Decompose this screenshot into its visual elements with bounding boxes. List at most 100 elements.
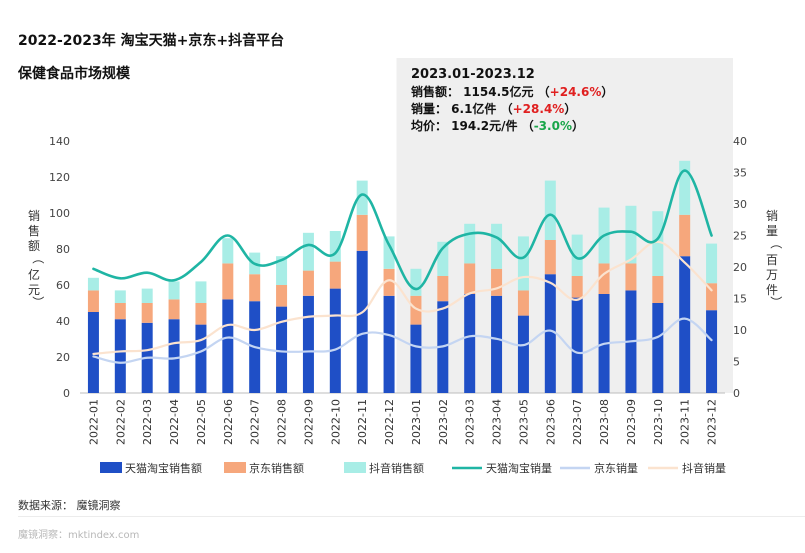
- x-tick-label: 2023-12: [706, 399, 719, 445]
- legend-item: 天猫淘宝销售额: [100, 461, 202, 475]
- legend-label: 天猫淘宝销量: [486, 461, 552, 475]
- bar-jd: [87, 290, 99, 312]
- highlight-band: [396, 58, 733, 393]
- bar-douyin: [329, 231, 341, 262]
- y-left-axis-title-char: （: [31, 252, 45, 264]
- x-tick-label: 2022-09: [302, 399, 315, 445]
- y-left-axis-title-char: 售: [28, 223, 40, 238]
- annotation-row: 销量： 6.1亿件 （+28.4%）: [411, 101, 576, 116]
- legend-label: 抖音销售额: [369, 461, 424, 475]
- x-tick-label: 2023-11: [679, 399, 692, 445]
- bar-jd: [356, 214, 368, 251]
- bar-jd: [625, 263, 637, 291]
- bar-tmall: [383, 295, 395, 393]
- bar-jd: [222, 263, 234, 300]
- legend-item: 天猫淘宝销量: [452, 461, 552, 475]
- bar-jd: [491, 268, 503, 296]
- y-right-axis-title-char: ）: [769, 296, 783, 308]
- bar-tmall: [168, 319, 180, 393]
- footer-divider: [18, 516, 805, 517]
- bar-tmall: [329, 288, 341, 393]
- bar-jd: [383, 268, 395, 296]
- chart-subtitle: 保健食品市场规模: [18, 66, 130, 82]
- bar-jd: [195, 303, 207, 325]
- y-left-axis-title-char: 亿: [28, 267, 40, 282]
- bar-jd: [114, 303, 126, 320]
- y-right-axis-title-char: 销: [766, 209, 778, 223]
- annotation-row: 均价： 194.2元/件 （-3.0%）: [411, 118, 584, 133]
- legend-swatch: [224, 462, 246, 473]
- bar-tmall: [410, 324, 422, 393]
- legend-item: 抖音销量: [648, 461, 726, 475]
- bar-tmall: [302, 295, 314, 393]
- y-left-axis-title: 销售额（ 亿元）: [28, 209, 45, 308]
- y-right-tick-label: 30: [733, 198, 747, 211]
- legend-swatch: [100, 462, 122, 473]
- bar-jd: [437, 276, 449, 302]
- y-right-axis-title: 销量（ 百万件）: [766, 209, 783, 308]
- bar-tmall: [114, 319, 126, 393]
- y-right-tick-label: 5: [733, 356, 740, 369]
- bar-tmall: [356, 250, 368, 393]
- bar-tmall: [464, 294, 476, 393]
- x-tick-label: 2022-03: [141, 399, 154, 445]
- x-tick-label: 2023-03: [464, 399, 477, 445]
- x-tick-label: 2022-11: [356, 399, 369, 445]
- bar-douyin: [652, 211, 664, 276]
- y-right-axis-title-char: 件: [766, 283, 778, 297]
- bar-douyin: [302, 232, 314, 271]
- bar-jd: [249, 274, 261, 302]
- bar-tmall: [706, 310, 718, 393]
- x-tick-label: 2022-08: [276, 399, 289, 445]
- x-tick-label: 2023-02: [437, 399, 450, 445]
- line-jd-volume: [92, 317, 713, 364]
- x-tick-label: 2022-02: [114, 399, 127, 445]
- bar-douyin: [222, 238, 234, 264]
- y-left-tick-label: 0: [63, 387, 70, 400]
- bar-tmall: [491, 295, 503, 393]
- y-right-axis-title-char: （: [769, 237, 783, 249]
- bar-douyin: [383, 236, 395, 269]
- bar-jd: [464, 263, 476, 294]
- y-right-tick-label: 15: [733, 293, 747, 306]
- bar-tmall: [679, 256, 691, 393]
- bar-tmall: [517, 315, 529, 393]
- x-tick-label: 2022-10: [329, 399, 342, 445]
- watermark: 魔镜洞察：mktindex.com: [18, 530, 140, 541]
- bar-douyin: [544, 180, 556, 240]
- legend-swatch: [344, 462, 366, 473]
- bar-jd: [329, 261, 341, 289]
- bar-douyin: [625, 205, 637, 264]
- bar-douyin: [679, 160, 691, 215]
- y-right-axis-title-char: 万: [766, 268, 778, 282]
- bar-douyin: [571, 234, 583, 276]
- y-left-axis-title-char: 销: [28, 209, 40, 223]
- y-left-tick-label: 140: [49, 135, 70, 148]
- y-left-axis-title-char: 元: [28, 283, 40, 297]
- x-tick-label: 2023-05: [517, 399, 530, 445]
- y-left-tick-label: 20: [56, 351, 70, 364]
- bar-tmall: [222, 299, 234, 393]
- y-right-tick-label: 40: [733, 135, 747, 148]
- bar-douyin: [87, 277, 99, 291]
- y-right-tick-label: 25: [733, 230, 747, 243]
- bar-douyin: [195, 281, 207, 303]
- legend-label: 天猫淘宝销售额: [125, 461, 202, 475]
- y-right-tick-label: 35: [733, 167, 747, 180]
- bar-douyin: [276, 256, 288, 285]
- bar-tmall: [276, 306, 288, 393]
- x-tick-label: 2022-05: [195, 399, 208, 445]
- legend-label: 京东销量: [594, 461, 638, 475]
- y-left-axis-title-char: ）: [31, 296, 45, 308]
- bar-tmall: [571, 297, 583, 393]
- x-tick-label: 2023-08: [598, 399, 611, 445]
- y-right-tick-label: 0: [733, 387, 740, 400]
- x-tick-label: 2023-09: [625, 399, 638, 445]
- y-right-axis-title-char: 量: [766, 224, 778, 238]
- x-tick-label: 2023-01: [410, 399, 423, 445]
- x-tick-label: 2022-07: [249, 399, 262, 445]
- y-right-tick-label: 10: [733, 324, 747, 337]
- legend-item: 京东销量: [560, 461, 638, 475]
